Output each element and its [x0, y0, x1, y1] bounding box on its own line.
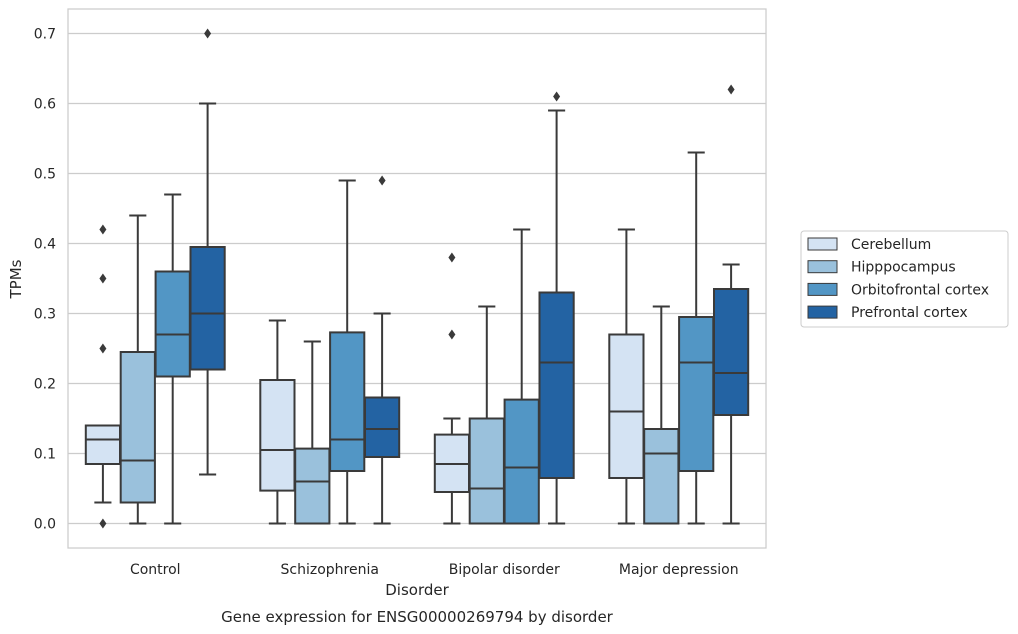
y-axis-label: TPMs [7, 259, 25, 299]
box [363, 396, 401, 458]
legend-swatch [807, 305, 838, 319]
x-tick-label: Schizophrenia [281, 562, 379, 578]
box-group [433, 252, 471, 525]
box [712, 288, 750, 416]
outlier-point [378, 175, 386, 186]
box-group [259, 319, 296, 525]
y-tick-labels: 0.0 0.1 0.2 0.3 0.4 0.5 0.6 0.7 [34, 27, 56, 533]
box-group [608, 228, 645, 525]
box [294, 447, 331, 525]
box-group [154, 193, 191, 525]
box-group [678, 151, 715, 525]
y-tick-label: 0.5 [34, 167, 56, 183]
x-tick-label: Control [130, 562, 181, 578]
legend-swatch [807, 237, 838, 251]
plot-frame [67, 8, 767, 549]
legend-label: Hipppocampus [851, 260, 956, 276]
box [538, 291, 575, 479]
outlier-point [448, 252, 456, 263]
box [329, 331, 366, 472]
box-group [119, 214, 156, 525]
x-tick-label: Major depression [619, 562, 739, 578]
legend-label: Cerebellum [851, 237, 931, 253]
x-tick-labels: Control Schizophrenia Bipolar disorder Majo… [130, 562, 739, 578]
box-group [84, 224, 122, 529]
box-group [294, 340, 331, 525]
outlier-point [99, 273, 107, 284]
box [84, 424, 122, 465]
box-group [468, 305, 505, 525]
outlier-point [99, 518, 107, 529]
y-tick-label: 0.7 [34, 27, 56, 43]
y-tick-label: 0.1 [34, 447, 56, 463]
box-group [329, 179, 366, 525]
boxes-layer [84, 28, 750, 529]
box [468, 417, 505, 525]
box-group [712, 84, 750, 525]
box-group [643, 305, 680, 525]
legend-frame [800, 230, 1009, 328]
box-group [189, 28, 226, 476]
box [643, 428, 680, 525]
y-tick-label: 0.4 [34, 237, 56, 253]
box [608, 333, 645, 479]
x-axis-label: Disorder [385, 581, 449, 599]
legend-label: Orbitofrontal cortex [851, 282, 989, 298]
y-tick-label: 0.0 [34, 517, 56, 533]
box-group [538, 91, 575, 525]
box [259, 379, 296, 492]
outlier-point [99, 224, 107, 235]
y-tick-label: 0.2 [34, 377, 56, 393]
y-tick-label: 0.6 [34, 97, 56, 113]
legend-label: Prefrontal cortex [851, 305, 968, 321]
box-group [363, 175, 401, 525]
chart-caption: Gene expression for ENSG00000269794 by d… [221, 608, 614, 626]
outlier-point [553, 91, 561, 102]
legend-swatch [807, 282, 838, 296]
legend-swatch [807, 260, 838, 274]
box [503, 398, 540, 525]
outlier-point [99, 343, 107, 354]
outlier-point [204, 28, 212, 39]
x-tick-label: Bipolar disorder [449, 562, 560, 578]
y-tick-label: 0.3 [34, 307, 56, 323]
box [189, 246, 226, 371]
box [678, 316, 715, 472]
box-group [503, 228, 540, 525]
box [154, 270, 191, 378]
outlier-point [727, 84, 735, 95]
box [119, 351, 156, 504]
outlier-point [448, 329, 456, 340]
legend: Cerebellum Hipppocampus Orbitofrontal cort… [800, 230, 1009, 328]
